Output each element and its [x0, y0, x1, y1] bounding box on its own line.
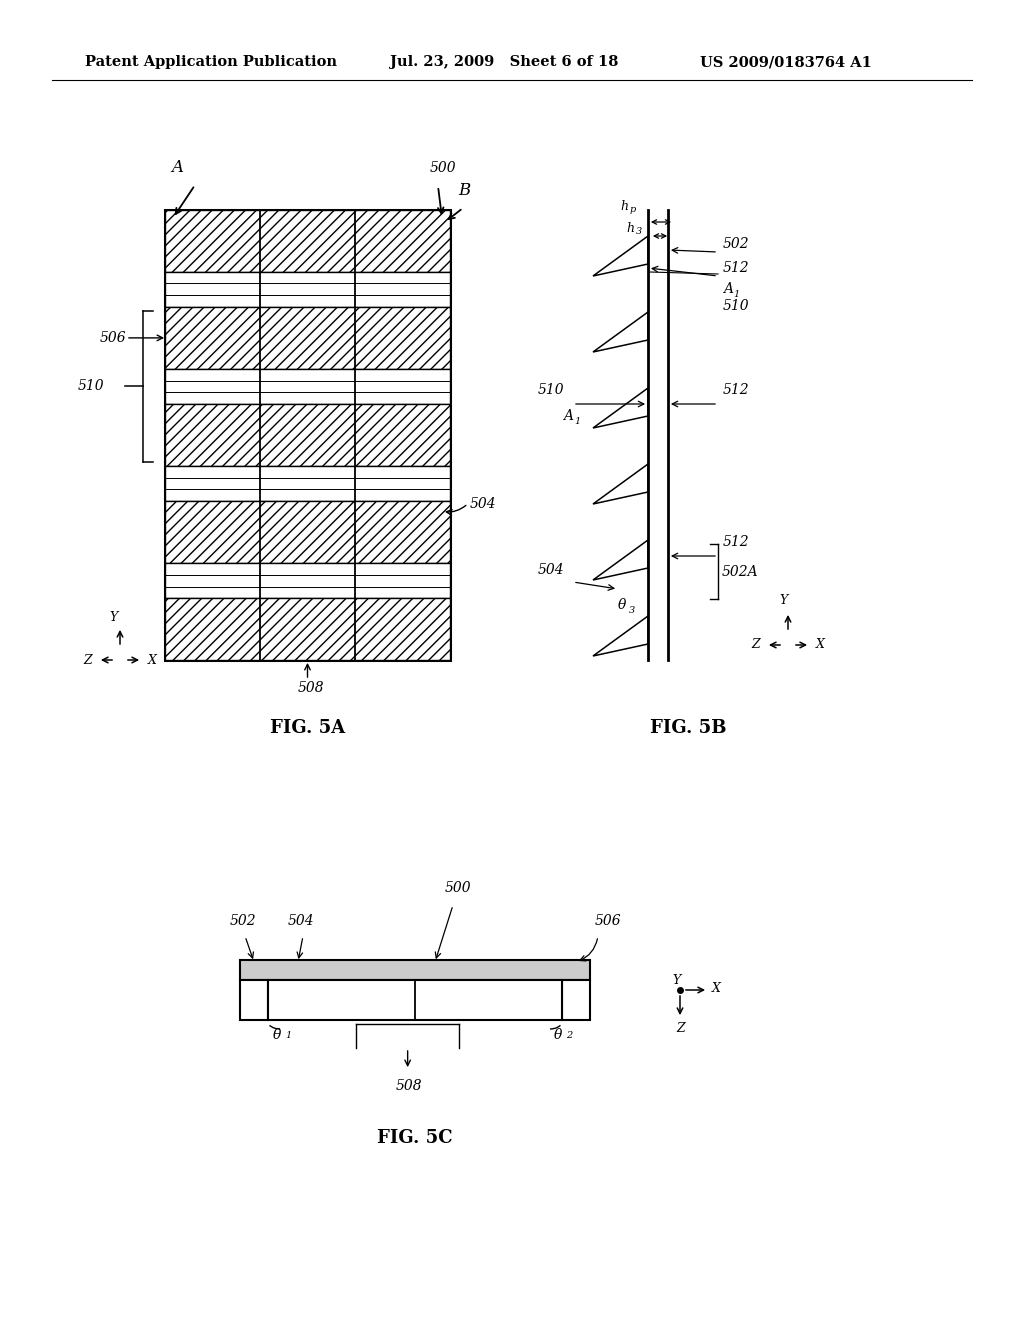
Text: θ: θ [618, 598, 627, 612]
Text: 510: 510 [538, 383, 564, 397]
Text: 3: 3 [629, 606, 635, 615]
Polygon shape [593, 465, 648, 504]
Text: Y: Y [110, 611, 118, 624]
Text: 500: 500 [430, 161, 457, 176]
Polygon shape [165, 272, 450, 308]
Text: FIG. 5A: FIG. 5A [270, 719, 345, 737]
Text: 502: 502 [230, 913, 257, 928]
Text: 510: 510 [723, 300, 750, 313]
Text: 508: 508 [395, 1078, 422, 1093]
Text: FIG. 5C: FIG. 5C [377, 1129, 453, 1147]
Text: Patent Application Publication: Patent Application Publication [85, 55, 337, 69]
Bar [268, 979, 562, 1020]
Bar [240, 979, 268, 1020]
Text: θ: θ [273, 1028, 282, 1041]
Polygon shape [593, 236, 648, 276]
Text: FIG. 5B: FIG. 5B [650, 719, 726, 737]
Polygon shape [593, 616, 648, 656]
Text: 512: 512 [723, 535, 750, 549]
Text: Z: Z [752, 639, 760, 652]
Text: 510: 510 [78, 379, 104, 393]
Polygon shape [165, 466, 450, 502]
Text: A: A [563, 409, 573, 422]
Text: Y: Y [672, 974, 680, 986]
Text: X: X [815, 639, 824, 652]
Text: 1: 1 [733, 290, 739, 300]
Bar [562, 979, 590, 1020]
Text: 504: 504 [288, 913, 314, 928]
Polygon shape [165, 404, 450, 466]
Text: 1: 1 [574, 417, 581, 426]
Polygon shape [165, 502, 450, 562]
Text: 504: 504 [538, 564, 564, 577]
Polygon shape [165, 308, 450, 368]
Text: 512: 512 [723, 261, 750, 275]
Text: p: p [630, 206, 636, 214]
Text: X: X [147, 653, 157, 667]
Text: Y: Y [780, 594, 788, 607]
Text: 502A: 502A [722, 565, 759, 578]
Text: 506: 506 [595, 913, 622, 928]
Text: Z: Z [84, 653, 92, 667]
Text: h: h [626, 223, 634, 235]
Polygon shape [165, 368, 450, 404]
Text: B: B [458, 182, 470, 199]
Text: 502: 502 [723, 238, 750, 251]
Text: θ: θ [554, 1028, 562, 1041]
Text: 512: 512 [723, 383, 750, 397]
Text: h: h [620, 201, 628, 214]
Text: 504: 504 [470, 496, 497, 511]
Polygon shape [593, 388, 648, 428]
Polygon shape [165, 210, 450, 272]
Text: A: A [723, 282, 733, 296]
Text: 2: 2 [566, 1031, 572, 1040]
Text: Jul. 23, 2009   Sheet 6 of 18: Jul. 23, 2009 Sheet 6 of 18 [390, 55, 618, 69]
Text: US 2009/0183764 A1: US 2009/0183764 A1 [700, 55, 871, 69]
Text: 1: 1 [285, 1031, 291, 1040]
Text: Z: Z [676, 1022, 685, 1035]
Polygon shape [593, 312, 648, 352]
Polygon shape [165, 562, 450, 598]
Text: 506: 506 [100, 331, 127, 345]
Polygon shape [165, 598, 450, 660]
Polygon shape [593, 540, 648, 579]
Text: A: A [171, 158, 183, 176]
Text: 3: 3 [636, 227, 642, 236]
Bar [240, 960, 590, 979]
Text: 500: 500 [445, 880, 472, 895]
Text: 508: 508 [298, 681, 325, 696]
Text: X: X [712, 982, 721, 994]
